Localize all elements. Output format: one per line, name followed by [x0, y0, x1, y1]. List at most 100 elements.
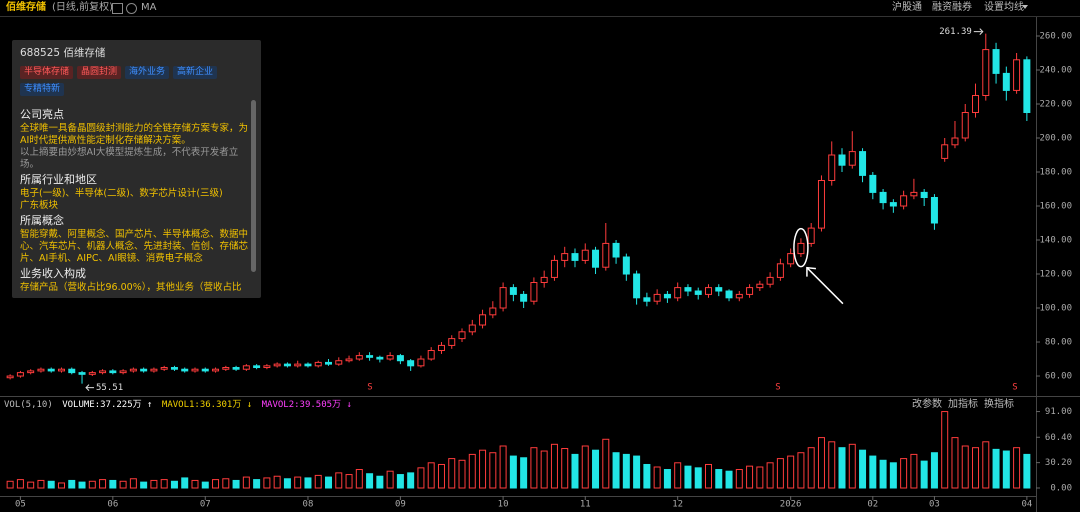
chart-mode[interactable]: (日线,前复权)	[52, 2, 113, 13]
candle-body	[448, 338, 456, 346]
x-tick-label: 08	[303, 500, 314, 510]
volume-bar	[900, 458, 908, 489]
candle-body	[232, 367, 240, 370]
volume-name: VOL(5,10)	[4, 400, 53, 410]
signal: S	[1012, 383, 1017, 393]
volume-bar	[879, 459, 887, 489]
x-tick-label: 02	[867, 500, 878, 510]
candle-body	[407, 360, 415, 367]
candle-body	[838, 154, 846, 166]
volume-bar	[386, 470, 394, 489]
candle-body	[725, 290, 733, 299]
candle-body	[653, 293, 661, 302]
volume-bar	[653, 466, 661, 489]
action[interactable]: 换指标	[984, 399, 1014, 410]
top-bar: 佰维存储 (日线,前复权) MA 沪股通 融资融券 设置均线	[0, 0, 1080, 16]
x-tick-label: 05	[15, 500, 26, 510]
volume-bar	[520, 457, 528, 489]
candle-body	[643, 297, 651, 302]
volume-bar	[982, 441, 990, 489]
volume-bar	[674, 462, 682, 489]
volume-bar	[530, 447, 538, 489]
gear-icon[interactable]	[126, 3, 137, 14]
volume-bar	[972, 447, 980, 489]
candle-body	[961, 111, 969, 139]
candle-body	[222, 367, 230, 370]
arrow-head	[85, 384, 90, 392]
volume-bar	[119, 480, 127, 489]
tag[interactable]: 半导体存储	[20, 66, 74, 79]
volume-bar	[181, 477, 189, 489]
volume-bar	[6, 480, 14, 489]
candle-body	[47, 368, 55, 372]
candle-body	[201, 368, 209, 372]
highlight: 全球唯一具备晶圆级封测能力的全链存储方案专家，为AI时代提供高性能定制化存储解决…	[20, 123, 249, 146]
volume-bar	[838, 447, 846, 489]
candle-body	[489, 307, 497, 316]
candle-body	[1023, 59, 1031, 113]
y-tick-label: 91.00	[1045, 407, 1072, 417]
y-tick-label: 160.00	[1039, 202, 1072, 212]
link[interactable]: 沪股通	[892, 2, 922, 13]
candle-body	[273, 363, 281, 367]
candle-body	[900, 195, 908, 207]
x-tick-label: 09	[395, 500, 406, 510]
candle-body	[704, 287, 712, 295]
volume-bar	[47, 480, 55, 489]
candle-body	[325, 361, 333, 365]
candle-body	[78, 372, 86, 375]
volume-bar	[273, 475, 281, 489]
volume-bar	[859, 449, 867, 489]
action[interactable]: 加指标	[948, 399, 978, 410]
volume-bar	[489, 452, 497, 489]
panel-body: 公司亮点 全球唯一具备晶圆级封测能力的全链存储方案专家，为AI时代提供高性能定制…	[20, 106, 250, 294]
volume-bar	[417, 467, 425, 489]
volume-bar	[715, 469, 723, 489]
candle-body	[982, 49, 990, 96]
industry: 电子(一级)、半导体(二级)、数字芯片设计(三级)	[20, 188, 223, 199]
volume-bar	[941, 411, 949, 489]
x-tick-label: 03	[929, 500, 940, 510]
signal: S	[367, 383, 372, 393]
candle-body	[807, 227, 815, 244]
candle-body	[848, 151, 856, 166]
candle-body	[68, 368, 76, 374]
tag[interactable]: 晶圆封测	[77, 66, 122, 79]
link[interactable]: 设置均线	[984, 2, 1024, 13]
candle-body	[396, 355, 404, 362]
pointer	[806, 267, 844, 305]
volume-bar	[37, 479, 45, 489]
scrollbar[interactable]	[251, 100, 256, 272]
volume-bar	[78, 481, 86, 489]
candle-body	[602, 242, 610, 268]
volume-bar	[366, 473, 374, 489]
volume-bar	[509, 455, 517, 489]
tag[interactable]: 专精特新	[20, 83, 65, 96]
volume-bar	[396, 474, 404, 489]
y-tick-label: 240.00	[1039, 65, 1072, 75]
candle-body	[294, 363, 302, 367]
candle-body	[335, 360, 343, 365]
signal: S	[775, 383, 780, 393]
candle-body	[581, 249, 589, 261]
action[interactable]: 改参数	[912, 399, 942, 410]
volume-bar	[140, 481, 148, 489]
link[interactable]: 融资融券	[932, 2, 972, 13]
help-icon[interactable]	[112, 3, 123, 14]
indicator[interactable]: MA	[141, 2, 157, 13]
tag[interactable]: 海外业务	[125, 66, 170, 79]
y-tick-label: 60.40	[1045, 433, 1072, 443]
x-tick-label: 07	[200, 500, 211, 510]
candle-body	[1002, 72, 1010, 91]
volume-bar	[16, 479, 24, 489]
tag[interactable]: 高新企业	[173, 66, 218, 79]
candle-body	[27, 370, 35, 374]
dropdown-arrow[interactable]	[1022, 5, 1028, 9]
volume-item: MAVOL1:36.301万 ↓	[161, 400, 253, 410]
candle-body	[170, 367, 178, 370]
candle-body	[540, 276, 548, 284]
candle-body	[889, 202, 897, 207]
volume-bar	[263, 477, 271, 489]
candle-body	[520, 293, 528, 302]
